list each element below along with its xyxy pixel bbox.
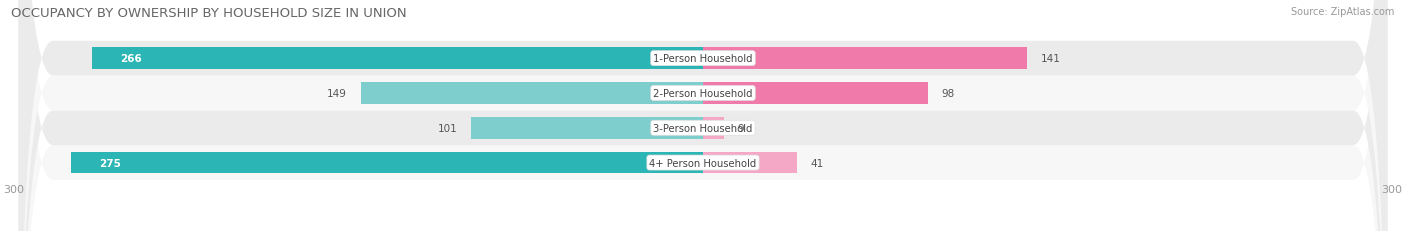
- Bar: [471, 118, 703, 139]
- Text: 101: 101: [437, 123, 457, 133]
- Text: OCCUPANCY BY OWNERSHIP BY HOUSEHOLD SIZE IN UNION: OCCUPANCY BY OWNERSHIP BY HOUSEHOLD SIZE…: [11, 7, 406, 20]
- Bar: [703, 48, 1026, 70]
- Bar: [361, 83, 703, 104]
- Legend: Owner-occupied, Renter-occupied: Owner-occupied, Renter-occupied: [586, 228, 820, 231]
- Text: 98: 98: [942, 88, 955, 99]
- Text: 275: 275: [98, 158, 121, 168]
- Text: 4+ Person Household: 4+ Person Household: [650, 158, 756, 168]
- Bar: [703, 83, 928, 104]
- Bar: [93, 48, 703, 70]
- Text: 141: 141: [1040, 54, 1060, 64]
- Text: 9: 9: [738, 123, 744, 133]
- Text: Source: ZipAtlas.com: Source: ZipAtlas.com: [1291, 7, 1395, 17]
- Text: 266: 266: [120, 54, 142, 64]
- Text: 41: 41: [811, 158, 824, 168]
- FancyBboxPatch shape: [18, 0, 1388, 231]
- Text: 149: 149: [328, 88, 347, 99]
- Text: 1-Person Household: 1-Person Household: [654, 54, 752, 64]
- FancyBboxPatch shape: [18, 0, 1388, 231]
- FancyBboxPatch shape: [18, 0, 1388, 231]
- Text: 3-Person Household: 3-Person Household: [654, 123, 752, 133]
- Bar: [703, 152, 797, 174]
- FancyBboxPatch shape: [18, 0, 1388, 231]
- Bar: [72, 152, 703, 174]
- Text: 2-Person Household: 2-Person Household: [654, 88, 752, 99]
- Bar: [703, 118, 724, 139]
